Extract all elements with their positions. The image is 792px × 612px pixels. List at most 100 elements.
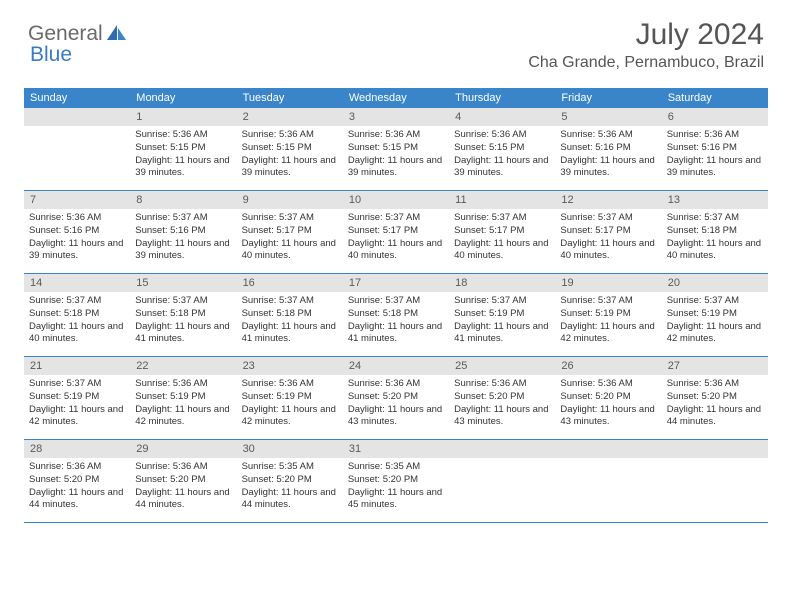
day-number: 28 [24, 440, 130, 458]
week-row: 7Sunrise: 5:36 AMSunset: 5:16 PMDaylight… [24, 191, 768, 274]
day-number: 18 [449, 274, 555, 292]
day-info: Sunrise: 5:37 AMSunset: 5:18 PMDaylight:… [662, 209, 768, 267]
day-cell: 5Sunrise: 5:36 AMSunset: 5:16 PMDaylight… [555, 108, 661, 190]
day-header-mon: Monday [130, 88, 236, 108]
logo-blue-text: Blue [30, 43, 72, 67]
day-number: 17 [343, 274, 449, 292]
day-number: 1 [130, 108, 236, 126]
daylight-text: Daylight: 11 hours and 40 minutes. [29, 321, 125, 347]
daylight-text: Daylight: 11 hours and 42 minutes. [667, 321, 763, 347]
sunrise-text: Sunrise: 5:37 AM [348, 295, 444, 308]
day-cell: 4Sunrise: 5:36 AMSunset: 5:15 PMDaylight… [449, 108, 555, 190]
daylight-text: Daylight: 11 hours and 39 minutes. [135, 238, 231, 264]
sunset-text: Sunset: 5:17 PM [560, 225, 656, 238]
day-info: Sunrise: 5:36 AMSunset: 5:19 PMDaylight:… [130, 375, 236, 433]
daylight-text: Daylight: 11 hours and 42 minutes. [560, 321, 656, 347]
calendar: Sunday Monday Tuesday Wednesday Thursday… [24, 88, 768, 523]
day-number [555, 440, 661, 458]
sunrise-text: Sunrise: 5:36 AM [560, 129, 656, 142]
day-number: 31 [343, 440, 449, 458]
sunset-text: Sunset: 5:19 PM [560, 308, 656, 321]
day-cell: 13Sunrise: 5:37 AMSunset: 5:18 PMDayligh… [662, 191, 768, 273]
day-cell [24, 108, 130, 190]
day-info: Sunrise: 5:37 AMSunset: 5:16 PMDaylight:… [130, 209, 236, 267]
day-info: Sunrise: 5:37 AMSunset: 5:19 PMDaylight:… [662, 292, 768, 350]
sunrise-text: Sunrise: 5:37 AM [135, 212, 231, 225]
day-number: 12 [555, 191, 661, 209]
day-cell [662, 440, 768, 522]
day-number: 2 [237, 108, 343, 126]
day-number: 29 [130, 440, 236, 458]
daylight-text: Daylight: 11 hours and 40 minutes. [242, 238, 338, 264]
daylight-text: Daylight: 11 hours and 43 minutes. [454, 404, 550, 430]
day-info: Sunrise: 5:35 AMSunset: 5:20 PMDaylight:… [237, 458, 343, 516]
daylight-text: Daylight: 11 hours and 42 minutes. [242, 404, 338, 430]
day-number: 4 [449, 108, 555, 126]
day-info: Sunrise: 5:36 AMSunset: 5:19 PMDaylight:… [237, 375, 343, 433]
sunrise-text: Sunrise: 5:36 AM [667, 378, 763, 391]
day-info: Sunrise: 5:37 AMSunset: 5:17 PMDaylight:… [555, 209, 661, 267]
sunset-text: Sunset: 5:18 PM [29, 308, 125, 321]
logo-sail-icon [106, 23, 128, 46]
day-cell: 29Sunrise: 5:36 AMSunset: 5:20 PMDayligh… [130, 440, 236, 522]
sunrise-text: Sunrise: 5:36 AM [135, 378, 231, 391]
sunrise-text: Sunrise: 5:36 AM [454, 378, 550, 391]
daylight-text: Daylight: 11 hours and 40 minutes. [560, 238, 656, 264]
sunset-text: Sunset: 5:20 PM [135, 474, 231, 487]
week-row: 28Sunrise: 5:36 AMSunset: 5:20 PMDayligh… [24, 440, 768, 523]
sunrise-text: Sunrise: 5:36 AM [242, 129, 338, 142]
day-cell: 7Sunrise: 5:36 AMSunset: 5:16 PMDaylight… [24, 191, 130, 273]
day-number: 8 [130, 191, 236, 209]
sunset-text: Sunset: 5:15 PM [348, 142, 444, 155]
sunrise-text: Sunrise: 5:37 AM [667, 295, 763, 308]
daylight-text: Daylight: 11 hours and 43 minutes. [348, 404, 444, 430]
day-number: 22 [130, 357, 236, 375]
day-cell [449, 440, 555, 522]
daylight-text: Daylight: 11 hours and 42 minutes. [135, 404, 231, 430]
day-number: 30 [237, 440, 343, 458]
day-cell: 2 Sunrise: 5:36 AMSunset: 5:15 PMDaylight… [237, 108, 343, 190]
day-cell: 1Sunrise: 5:36 AMSunset: 5:15 PMDaylight… [130, 108, 236, 190]
day-info: Sunrise: 5:37 AMSunset: 5:18 PMDaylight:… [343, 292, 449, 350]
sunset-text: Sunset: 5:15 PM [242, 142, 338, 155]
sunset-text: Sunset: 5:19 PM [667, 308, 763, 321]
day-cell: 22Sunrise: 5:36 AMSunset: 5:19 PMDayligh… [130, 357, 236, 439]
week-row: 21Sunrise: 5:37 AMSunset: 5:19 PMDayligh… [24, 357, 768, 440]
daylight-text: Daylight: 11 hours and 41 minutes. [135, 321, 231, 347]
sunrise-text: Sunrise: 5:36 AM [348, 378, 444, 391]
day-cell: 15Sunrise: 5:37 AMSunset: 5:18 PMDayligh… [130, 274, 236, 356]
day-cell: 31Sunrise: 5:35 AMSunset: 5:20 PMDayligh… [343, 440, 449, 522]
sunrise-text: Sunrise: 5:36 AM [454, 129, 550, 142]
header: General July 2024 Cha Grande, Pernambuco… [0, 0, 792, 80]
sunset-text: Sunset: 5:20 PM [560, 391, 656, 404]
sunrise-text: Sunrise: 5:37 AM [454, 212, 550, 225]
day-number: 16 [237, 274, 343, 292]
day-number: 26 [555, 357, 661, 375]
sunrise-text: Sunrise: 5:36 AM [348, 129, 444, 142]
daylight-text: Daylight: 11 hours and 45 minutes. [348, 487, 444, 513]
daylight-text: Daylight: 11 hours and 44 minutes. [29, 487, 125, 513]
day-cell [555, 440, 661, 522]
day-cell: 14Sunrise: 5:37 AMSunset: 5:18 PMDayligh… [24, 274, 130, 356]
sunset-text: Sunset: 5:19 PM [454, 308, 550, 321]
day-cell: 27Sunrise: 5:36 AMSunset: 5:20 PMDayligh… [662, 357, 768, 439]
day-cell: 30Sunrise: 5:35 AMSunset: 5:20 PMDayligh… [237, 440, 343, 522]
sunset-text: Sunset: 5:16 PM [560, 142, 656, 155]
daylight-text: Daylight: 11 hours and 41 minutes. [348, 321, 444, 347]
sunset-text: Sunset: 5:16 PM [29, 225, 125, 238]
day-info: Sunrise: 5:36 AMSunset: 5:20 PMDaylight:… [662, 375, 768, 433]
day-info: Sunrise: 5:37 AMSunset: 5:18 PMDaylight:… [24, 292, 130, 350]
sunset-text: Sunset: 5:19 PM [135, 391, 231, 404]
sunset-text: Sunset: 5:16 PM [667, 142, 763, 155]
daylight-text: Daylight: 11 hours and 42 minutes. [29, 404, 125, 430]
sunrise-text: Sunrise: 5:37 AM [135, 295, 231, 308]
sunrise-text: Sunrise: 5:37 AM [242, 212, 338, 225]
day-info: Sunrise: 5:37 AMSunset: 5:19 PMDaylight:… [555, 292, 661, 350]
location: Cha Grande, Pernambuco, Brazil [528, 54, 764, 72]
day-cell: 12Sunrise: 5:37 AMSunset: 5:17 PMDayligh… [555, 191, 661, 273]
daylight-text: Daylight: 11 hours and 39 minutes. [242, 155, 338, 181]
day-number: 25 [449, 357, 555, 375]
daylight-text: Daylight: 11 hours and 39 minutes. [135, 155, 231, 181]
day-info: Sunrise: 5:36 AMSunset: 5:16 PMDaylight:… [662, 126, 768, 184]
sunset-text: Sunset: 5:19 PM [29, 391, 125, 404]
